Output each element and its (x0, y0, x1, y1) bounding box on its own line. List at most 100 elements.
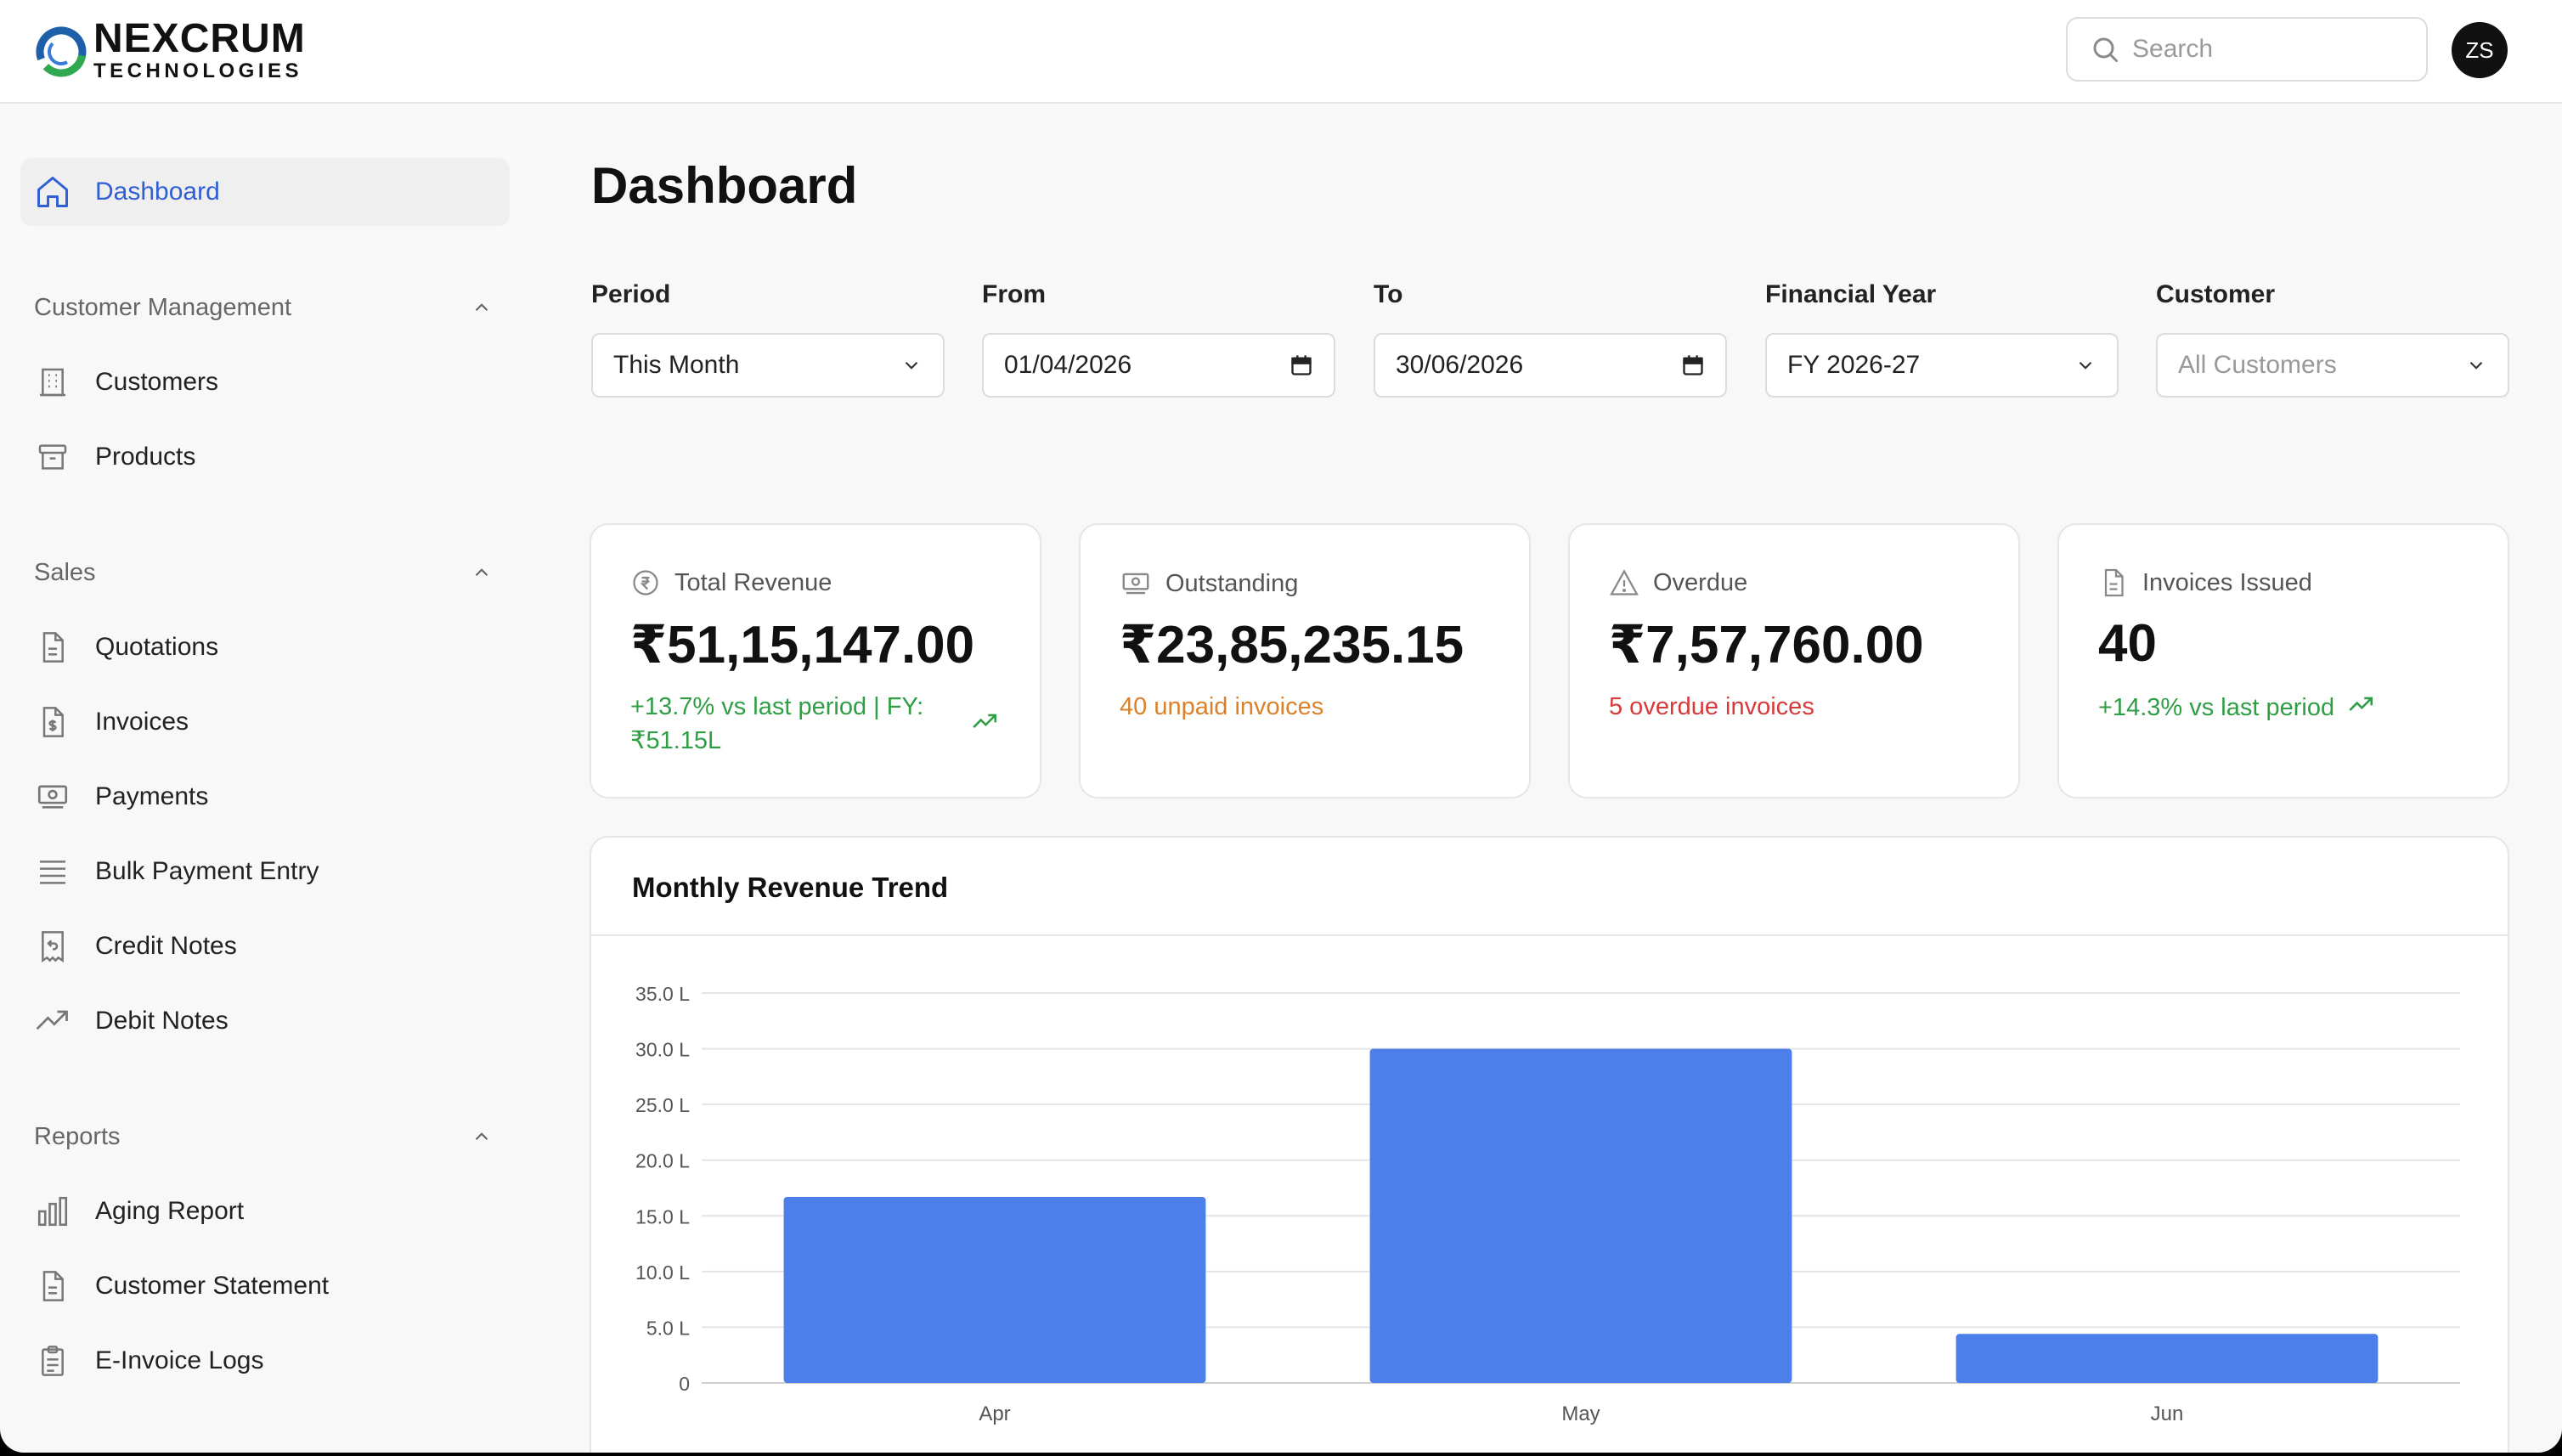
y-tick-label: 35.0 L (635, 983, 690, 1005)
sidebar-item-label: Quotations (95, 633, 219, 661)
filter-period: Period This Month (591, 280, 945, 398)
list-icon (34, 853, 71, 890)
card-subtext-line: ₹51.15L (630, 727, 722, 754)
chart-title: Monthly Revenue Trend (632, 872, 949, 903)
sidebar-item-debit-notes[interactable]: Debit Notes (20, 987, 510, 1055)
clipboard-icon (34, 1342, 71, 1380)
sidebar-item-dashboard[interactable]: Dashboard (20, 158, 510, 226)
sidebar-item-credit-notes[interactable]: Credit Notes (20, 912, 510, 980)
sidebar-item-invoices[interactable]: Invoices (20, 688, 510, 756)
sidebar-item-bulk-payment-entry[interactable]: Bulk Payment Entry (20, 838, 510, 906)
period-value: This Month (613, 351, 740, 379)
chevron-up-icon (475, 1132, 488, 1141)
sidebar-item-customers[interactable]: Customers (20, 348, 510, 416)
chevron-down-icon (2469, 361, 2483, 370)
card-subtext: 40 unpaid invoices (1120, 693, 1324, 720)
filter-to: To 30/06/2026 (1374, 280, 1727, 398)
card-invoices-issued: Invoices Issued 40 +14.3% vs last period (2057, 523, 2509, 799)
card-title: Total Revenue (674, 568, 832, 596)
user-avatar[interactable]: ZS (2452, 22, 2508, 78)
sidebar-item-label: Customer Statement (95, 1272, 330, 1300)
x-tick-label: May (1561, 1402, 1600, 1425)
sidebar-item-label: Dashboard (95, 178, 220, 206)
sidebar-item-label: Debit Notes (95, 1007, 229, 1035)
sidebar-item-payments[interactable]: Payments (20, 763, 510, 831)
from-date-value: 01/04/2026 (1004, 351, 1132, 379)
card-subtext: 5 overdue invoices (1609, 693, 1814, 720)
bar-may[interactable] (1369, 1048, 1792, 1383)
brand-logo[interactable]: NEXCRUM TECHNOLOGIES (34, 19, 306, 82)
sidebar-item-label: E-Invoice Logs (95, 1346, 264, 1374)
sidebar-item-aging-report[interactable]: Aging Report (20, 1177, 510, 1245)
brand-name: NEXCRUM (93, 16, 306, 61)
section-title: Sales (34, 558, 96, 586)
chevron-down-icon (2079, 361, 2092, 370)
filter-customer: Customer All Customers (2156, 280, 2509, 398)
warning-triangle-icon (1610, 569, 1639, 595)
card-value: ₹23,85,235.15 (1120, 616, 1464, 674)
sidebar-item-label: Products (95, 443, 196, 471)
sidebar-item-label: Payments (95, 782, 209, 810)
archive-icon (34, 438, 71, 476)
card-outstanding: Outstanding ₹23,85,235.15 40 unpaid invo… (1079, 523, 1531, 799)
period-select[interactable]: This Month (591, 333, 945, 398)
card-total-revenue: Total Revenue ₹51,15,147.00 +13.7% vs la… (590, 523, 1041, 799)
top-bar: NEXCRUM TECHNOLOGIES ZS (0, 0, 2562, 104)
sidebar-item-quotations[interactable]: Quotations (20, 613, 510, 681)
revenue-bar-chart: 0 5.0 L 10.0 L 15.0 L 20.0 L 25.0 L 30.0 L 35.0… (635, 983, 2460, 1425)
to-date-value: 30/06/2026 (1396, 351, 1524, 379)
page-title: Dashboard (591, 157, 858, 214)
divider (591, 934, 2508, 936)
section-header-sales[interactable]: Sales (34, 554, 493, 591)
financial-year-select[interactable]: FY 2026-27 (1765, 333, 2119, 398)
x-tick-label: Jun (2151, 1402, 2184, 1425)
x-tick-label: Apr (979, 1402, 1010, 1425)
trending-up-icon (2349, 697, 2373, 711)
banknote-icon (34, 778, 71, 815)
search-input[interactable] (2132, 35, 2404, 64)
card-overdue: Overdue ₹7,57,760.00 5 overdue invoices (1568, 523, 2020, 799)
card-title: Outstanding (1165, 569, 1299, 597)
sidebar-item-label: Invoices (95, 708, 189, 736)
sidebar-item-label: Credit Notes (95, 932, 237, 960)
sidebar-item-e-invoice-logs[interactable]: E-Invoice Logs (20, 1327, 510, 1395)
bar-chart-icon (34, 1193, 71, 1230)
chevron-up-icon (475, 568, 488, 577)
section-title: Customer Management (34, 293, 292, 321)
sidebar: Dashboard Customer Management Customers … (0, 105, 530, 1453)
calendar-icon[interactable] (1289, 353, 1313, 377)
document-icon (34, 629, 71, 666)
filter-from: From 01/04/2026 (982, 280, 1335, 398)
section-header-reports[interactable]: Reports (34, 1118, 493, 1155)
sidebar-item-label: Bulk Payment Entry (95, 857, 319, 885)
customer-placeholder: All Customers (2178, 351, 2337, 379)
sidebar-item-products[interactable]: Products (20, 423, 510, 491)
card-subtext-text: +14.3% vs last period (2098, 694, 2335, 721)
sidebar-item-customer-statement[interactable]: Customer Statement (20, 1252, 510, 1320)
receipt-return-icon (34, 928, 71, 965)
from-date-input[interactable]: 01/04/2026 (982, 333, 1335, 398)
y-tick-label: 10.0 L (635, 1261, 690, 1284)
brand-subtitle: TECHNOLOGIES (93, 59, 303, 82)
banknote-icon (1122, 573, 1149, 595)
document-icon (2104, 568, 2124, 597)
calendar-icon[interactable] (1681, 353, 1705, 377)
chevron-up-icon (475, 303, 488, 312)
customer-select[interactable]: All Customers (2156, 333, 2509, 398)
y-tick-label: 25.0 L (635, 1094, 690, 1116)
home-icon (34, 173, 71, 211)
filter-label: From (982, 280, 1046, 308)
building-icon (34, 364, 71, 401)
financial-year-value: FY 2026-27 (1787, 351, 1921, 379)
search-box[interactable] (2066, 17, 2428, 82)
search-icon (2093, 37, 2118, 62)
filter-financial-year: Financial Year FY 2026-27 (1765, 280, 2119, 398)
section-header-customer-management[interactable]: Customer Management (34, 289, 493, 326)
bar-jun[interactable] (1955, 1334, 2379, 1383)
bar-apr[interactable] (783, 1196, 1206, 1383)
card-value: 40 (2098, 614, 2157, 673)
to-date-input[interactable]: 30/06/2026 (1374, 333, 1727, 398)
card-value: ₹7,57,760.00 (1609, 616, 1924, 674)
sidebar-item-label: Aging Report (95, 1197, 245, 1225)
